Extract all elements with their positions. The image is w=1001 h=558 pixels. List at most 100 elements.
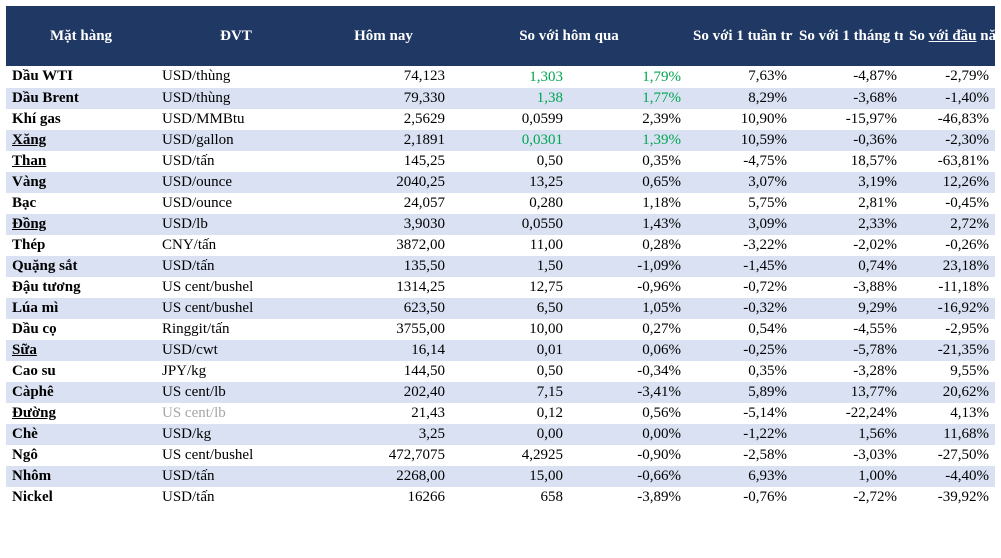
cell-vs-week: -5,14% [687,403,793,424]
cell-vs-yesterday-pct: 1,79% [569,66,687,88]
cell-vs-week: -3,22% [687,235,793,256]
cell-commodity-name: Dầu WTI [6,66,156,88]
cell-unit: USD/tấn [156,487,316,508]
table-row: CàphêUS cent/lb202,407,15-3,41%5,89%13,7… [6,382,995,403]
table-row: Lúa mìUS cent/bushel623,506,501,05%-0,32… [6,298,995,319]
cell-vs-week: 5,89% [687,382,793,403]
cell-unit: USD/tấn [156,256,316,277]
table-row: NickelUSD/tấn16266658-3,89%-0,76%-2,72%-… [6,487,995,508]
cell-vs-yesterday-pct: 0,28% [569,235,687,256]
cell-commodity-name: Dầu Brent [6,88,156,109]
cell-vs-month: -0,36% [793,130,903,151]
cell-vs-month: 3,19% [793,172,903,193]
cell-vs-year: -27,50% [903,445,995,466]
cell-vs-month: -3,03% [793,445,903,466]
cell-vs-year: 11,68% [903,424,995,445]
cell-today: 16266 [316,487,451,508]
cell-vs-year: -39,92% [903,487,995,508]
cell-vs-month: -2,72% [793,487,903,508]
cell-vs-yesterday-pct: 0,56% [569,403,687,424]
cell-vs-year: 12,26% [903,172,995,193]
cell-vs-week: -0,76% [687,487,793,508]
cell-commodity-name: Thép [6,235,156,256]
cell-today: 24,057 [316,193,451,214]
cell-vs-yesterday-pct: 0,35% [569,151,687,172]
cell-vs-year: -1,40% [903,88,995,109]
cell-today: 3755,00 [316,319,451,340]
cell-vs-yesterday-abs: 0,12 [451,403,569,424]
cell-unit: US cent/lb [156,403,316,424]
cell-unit: US cent/bushel [156,277,316,298]
cell-today: 2040,25 [316,172,451,193]
cell-vs-yesterday-abs: 0,50 [451,361,569,382]
table-row: XăngUSD/gallon2,18910,03011,39%10,59%-0,… [6,130,995,151]
cell-vs-year: -11,18% [903,277,995,298]
cell-vs-month: -4,55% [793,319,903,340]
cell-unit: USD/ounce [156,172,316,193]
cell-today: 472,7075 [316,445,451,466]
cell-today: 144,50 [316,361,451,382]
cell-vs-yesterday-abs: 13,25 [451,172,569,193]
cell-unit: USD/kg [156,424,316,445]
cell-commodity-name: Cao su [6,361,156,382]
cell-vs-yesterday-abs: 0,0301 [451,130,569,151]
cell-vs-yesterday-pct: 1,18% [569,193,687,214]
table-row: Quặng sắtUSD/tấn135,501,50-1,09%-1,45%0,… [6,256,995,277]
cell-vs-month: 18,57% [793,151,903,172]
cell-vs-yesterday-abs: 15,00 [451,466,569,487]
cell-vs-week: 0,54% [687,319,793,340]
cell-vs-month: 1,56% [793,424,903,445]
cell-vs-yesterday-abs: 1,303 [451,66,569,88]
table-row: Cao suJPY/kg144,500,50-0,34%0,35%-3,28%9… [6,361,995,382]
cell-vs-yesterday-abs: 1,38 [451,88,569,109]
table-row: Dầu BrentUSD/thùng79,3301,381,77%8,29%-3… [6,88,995,109]
cell-vs-yesterday-pct: -3,41% [569,382,687,403]
col-header-today: Hôm nay [316,6,451,66]
cell-unit: USD/thùng [156,88,316,109]
cell-vs-yesterday-pct: -0,34% [569,361,687,382]
table-row: BạcUSD/ounce24,0570,2801,18%5,75%2,81%-0… [6,193,995,214]
cell-vs-week: -4,75% [687,151,793,172]
cell-vs-week: 7,63% [687,66,793,88]
cell-commodity-name: Dầu cọ [6,319,156,340]
cell-vs-yesterday-abs: 0,01 [451,340,569,361]
cell-vs-yesterday-pct: 0,06% [569,340,687,361]
cell-vs-yesterday-pct: 1,77% [569,88,687,109]
cell-vs-week: 0,35% [687,361,793,382]
cell-unit: USD/ounce [156,193,316,214]
cell-vs-yesterday-pct: 0,00% [569,424,687,445]
cell-vs-year: 4,13% [903,403,995,424]
cell-commodity-name: Than [6,151,156,172]
cell-vs-week: -0,32% [687,298,793,319]
cell-commodity-name: Càphê [6,382,156,403]
cell-commodity-name: Nhôm [6,466,156,487]
cell-vs-yesterday-pct: -0,66% [569,466,687,487]
table-row: NhômUSD/tấn2268,0015,00-0,66%6,93%1,00%-… [6,466,995,487]
cell-vs-year: 23,18% [903,256,995,277]
col-header-name: Mặt hàng [6,6,156,66]
cell-vs-month: -2,02% [793,235,903,256]
cell-vs-yesterday-abs: 0,0599 [451,109,569,130]
cell-today: 3872,00 [316,235,451,256]
cell-vs-year: -16,92% [903,298,995,319]
table-row: NgôUS cent/bushel472,70754,2925-0,90%-2,… [6,445,995,466]
cell-vs-yesterday-pct: 0,27% [569,319,687,340]
cell-vs-yesterday-abs: 7,15 [451,382,569,403]
cell-vs-yesterday-abs: 12,75 [451,277,569,298]
cell-vs-month: -15,97% [793,109,903,130]
cell-vs-month: 0,74% [793,256,903,277]
cell-today: 145,25 [316,151,451,172]
cell-unit: USD/gallon [156,130,316,151]
table-row: Đậu tươngUS cent/bushel1314,2512,75-0,96… [6,277,995,298]
cell-vs-yesterday-abs: 658 [451,487,569,508]
cell-vs-yesterday-pct: -0,90% [569,445,687,466]
cell-unit: JPY/kg [156,361,316,382]
cell-vs-month: 1,00% [793,466,903,487]
cell-vs-yesterday-pct: 1,43% [569,214,687,235]
cell-today: 2268,00 [316,466,451,487]
cell-vs-yesterday-pct: -3,89% [569,487,687,508]
cell-today: 623,50 [316,298,451,319]
cell-today: 3,9030 [316,214,451,235]
cell-vs-yesterday-pct: 1,39% [569,130,687,151]
cell-vs-week: 3,07% [687,172,793,193]
